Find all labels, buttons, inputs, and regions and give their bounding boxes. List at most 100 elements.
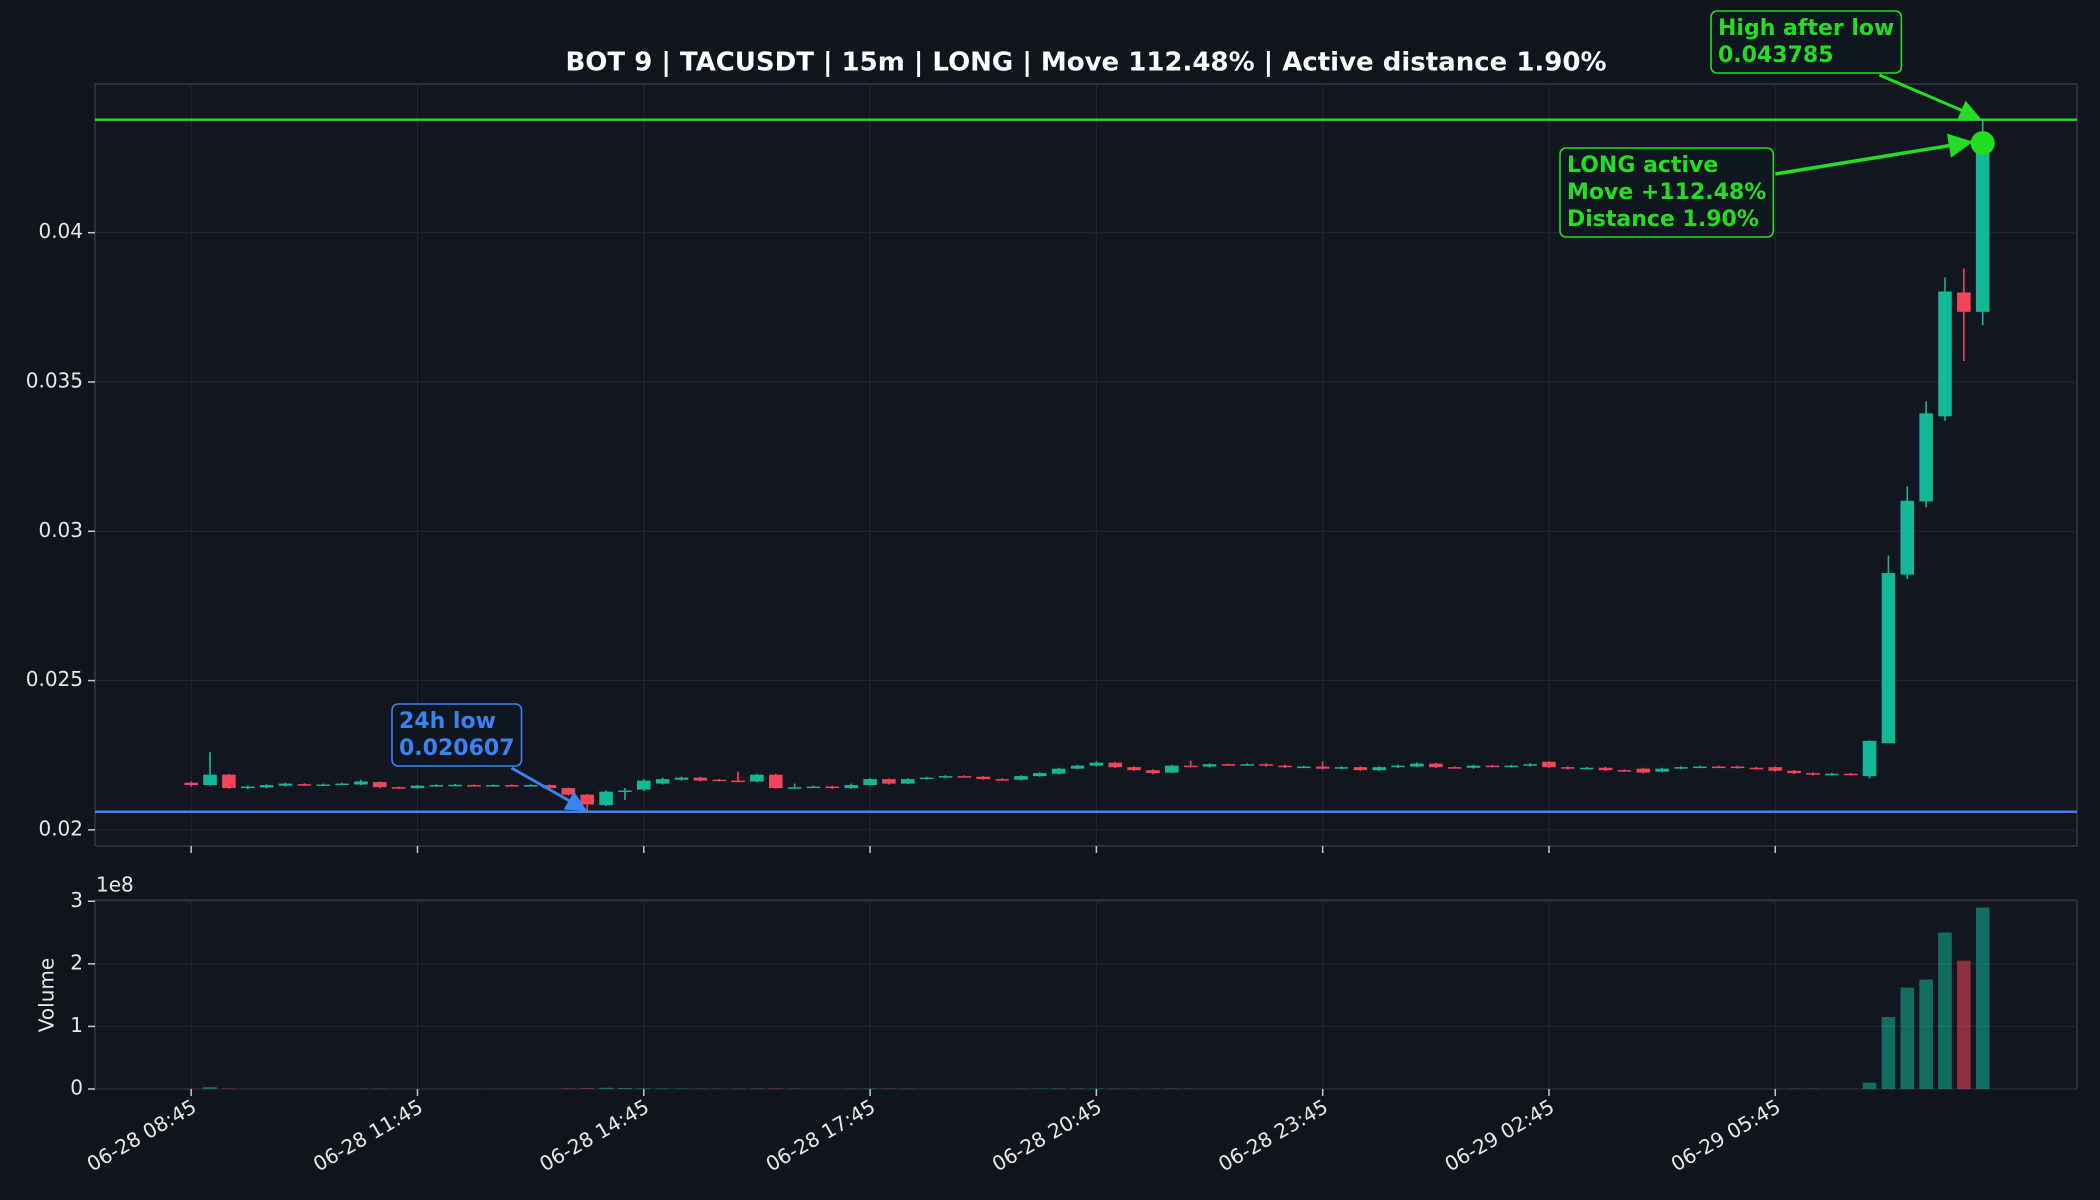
candle-body — [1806, 773, 1820, 775]
candle-body — [1975, 143, 1990, 312]
candle-body — [1881, 573, 1896, 744]
y-tick-label: 0 — [70, 1076, 83, 1100]
signal-marker — [1970, 131, 1995, 156]
candle-body — [1919, 413, 1933, 502]
candle-body — [1051, 768, 1066, 774]
volume-bar — [1900, 987, 1915, 1089]
volume-bar — [1957, 960, 1971, 1089]
candle-body — [787, 787, 802, 789]
y-axis-label: Volume — [35, 958, 59, 1032]
high-annotation-text: High after low — [1718, 16, 1894, 41]
low-annotation-text: 24h low — [399, 709, 496, 734]
candle-body — [184, 782, 198, 786]
volume-bar — [561, 1088, 576, 1089]
candle-body — [1674, 767, 1688, 769]
candle-body — [1127, 767, 1141, 771]
x-tick-label: 06-29 05:45 — [1667, 1094, 1785, 1176]
volume-plot-area — [94, 899, 2078, 1090]
candle-body — [222, 774, 236, 789]
signal-annotation-text: Move +112.48% — [1567, 180, 1766, 205]
candle-body — [844, 785, 859, 789]
high-annotation-box — [1710, 10, 1903, 74]
y-tick-label: 3 — [70, 888, 83, 912]
candle-body — [1711, 766, 1726, 769]
y-tick-label: 0.025 — [26, 667, 83, 691]
x-tick-label: 06-29 02:45 — [1440, 1094, 1558, 1176]
x-tick-label: 06-28 20:45 — [988, 1094, 1106, 1176]
candle-body — [1466, 765, 1481, 768]
low-annotation-text: 0.020607 — [399, 736, 515, 761]
candle-body — [901, 779, 915, 784]
candle-body — [1183, 765, 1198, 768]
candle-body — [693, 777, 708, 781]
candle-body — [1372, 767, 1387, 771]
candle-body — [1391, 765, 1405, 768]
volume-bar — [1919, 979, 1933, 1089]
candle-body — [957, 776, 972, 778]
candle-body — [731, 780, 745, 783]
y-tick-label: 0.04 — [38, 219, 83, 243]
y-tick-label: 0.03 — [38, 518, 83, 542]
candle-body — [1353, 767, 1368, 771]
candle-body — [655, 779, 670, 784]
y-tick-label: 1 — [70, 1013, 83, 1037]
x-tick-label: 06-28 17:45 — [762, 1094, 880, 1176]
signal-annotation-text: LONG active — [1567, 153, 1718, 178]
candle-body — [1938, 291, 1952, 417]
candle-body — [561, 788, 576, 795]
candle-body — [1221, 764, 1236, 766]
candle-body — [391, 787, 406, 789]
candle-body — [1315, 766, 1330, 769]
annotation-arrow — [1775, 133, 1974, 176]
candle-body — [919, 777, 934, 780]
candle-body — [1523, 764, 1537, 766]
candle-body — [1843, 773, 1858, 776]
candle-body — [1070, 765, 1085, 769]
chart-title: BOT 9 | TACUSDT | 15m | LONG | Move 112.… — [565, 48, 1606, 78]
candle-body — [995, 779, 1009, 781]
y-tick-label: 0.035 — [26, 368, 83, 392]
candle-body — [1542, 761, 1556, 768]
candle-body — [599, 791, 613, 806]
candle-body — [1278, 765, 1292, 768]
candle-body — [354, 781, 368, 785]
axis-offset-label: 1e8 — [96, 873, 134, 897]
candle-body — [542, 785, 557, 789]
candle-body — [486, 785, 500, 787]
candle-body — [882, 779, 896, 784]
candle-body — [674, 777, 689, 780]
candle-body — [938, 776, 953, 778]
y-tick-label: 2 — [70, 950, 83, 974]
candle-body — [1334, 767, 1349, 769]
signal-annotation-box — [1559, 147, 1775, 238]
candle-body — [1165, 765, 1179, 773]
signal-annotation-text: Distance 1.90% — [1567, 207, 1759, 232]
candle-body — [297, 784, 312, 786]
candle-body — [1862, 740, 1877, 777]
candle-body — [1202, 764, 1217, 767]
candle-body — [1900, 500, 1915, 575]
candle-body — [806, 786, 821, 789]
candle-body — [523, 785, 538, 787]
candle-body — [1297, 766, 1311, 769]
candle-body — [1429, 763, 1443, 768]
candle-body — [1146, 770, 1160, 774]
candle-body — [1957, 292, 1971, 312]
candle-body — [372, 782, 387, 788]
volume-bar — [768, 1088, 783, 1089]
volume-bar — [1938, 932, 1952, 1089]
volume-bar — [599, 1087, 613, 1089]
candle-body — [1108, 762, 1123, 768]
candle-body — [1617, 770, 1632, 772]
candle-body — [976, 776, 991, 780]
candle-body — [1033, 773, 1047, 777]
candle-body — [1655, 768, 1669, 772]
candle-body — [825, 786, 840, 789]
candle-body — [1825, 773, 1839, 776]
candle-body — [335, 783, 349, 786]
annotation-arrow — [1878, 73, 1981, 120]
candle-body — [1561, 767, 1575, 769]
candle-body — [636, 780, 651, 790]
volume-bar — [1862, 1082, 1877, 1089]
